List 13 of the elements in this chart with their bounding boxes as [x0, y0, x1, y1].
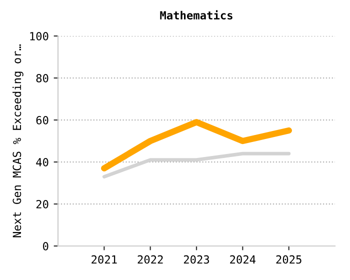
chart-title: Mathematics [160, 10, 232, 20]
y-tick-label: 60 [36, 116, 48, 124]
x-tick-label: 2023 [184, 255, 210, 264]
y-tick-label: 80 [36, 74, 48, 82]
x-tick-label: 2021 [92, 255, 117, 264]
y-axis-title: Next Gen MCAS % Exceeding or… [12, 44, 24, 238]
y-tick-label: 20 [36, 200, 48, 208]
x-tick-label: 2025 [276, 255, 302, 264]
y-tick-label: 0 [43, 242, 48, 250]
x-tick-label: 2022 [138, 255, 163, 264]
x-tick-label: 2024 [230, 255, 256, 264]
y-tick-label: 40 [36, 158, 48, 166]
y-tick-label: 100 [30, 32, 48, 40]
